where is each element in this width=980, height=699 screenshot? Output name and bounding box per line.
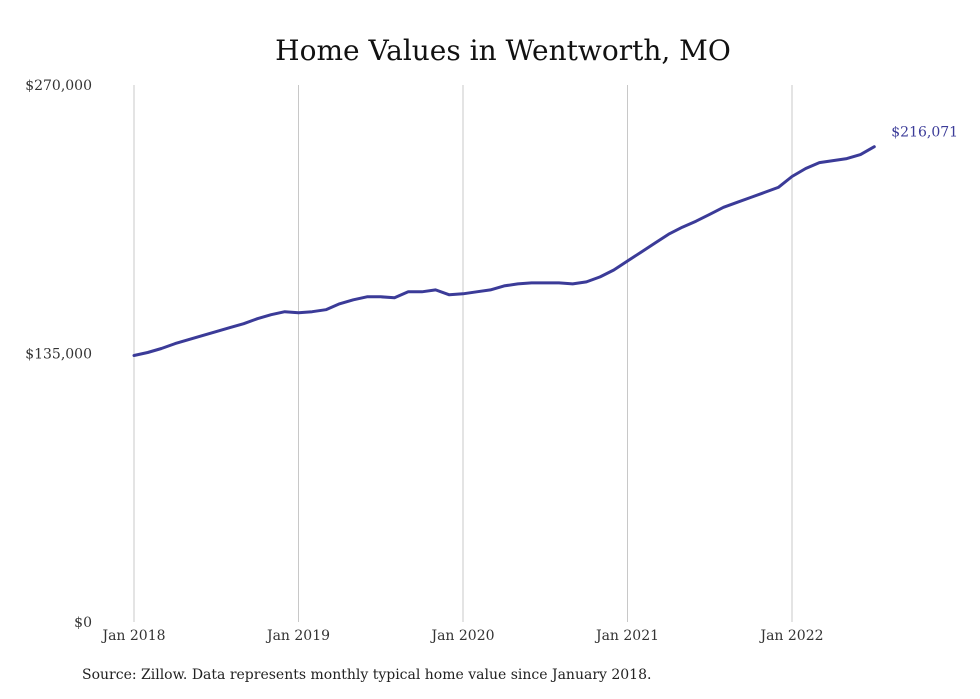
x-tick-label: Jan 2020 xyxy=(429,628,494,644)
source-note: Source: Zillow. Data represents monthly … xyxy=(82,667,652,683)
y-tick-label: $135,000 xyxy=(25,347,92,363)
x-tick-label: Jan 2019 xyxy=(265,628,330,644)
y-tick-label: $0 xyxy=(74,615,92,631)
y-axis-ticks: $0 $135,000 $270,000 xyxy=(25,78,92,631)
home-value-line xyxy=(132,145,876,357)
x-axis-ticks: Jan 2018 Jan 2019 Jan 2020 Jan 2021 Jan 2022 xyxy=(100,628,823,644)
x-tick-label: Jan 2021 xyxy=(594,628,659,644)
y-tick-label: $270,000 xyxy=(25,78,92,94)
x-tick-label: Jan 2018 xyxy=(100,628,165,644)
x-tick-label: Jan 2022 xyxy=(758,628,823,644)
end-value-label: $216,071 xyxy=(891,125,958,141)
gridlines xyxy=(133,85,793,622)
line-chart: Home Values in Wentworth, MO $0$135,000$… xyxy=(25,34,958,644)
chart-title: Home Values in Wentworth, MO xyxy=(275,34,731,67)
